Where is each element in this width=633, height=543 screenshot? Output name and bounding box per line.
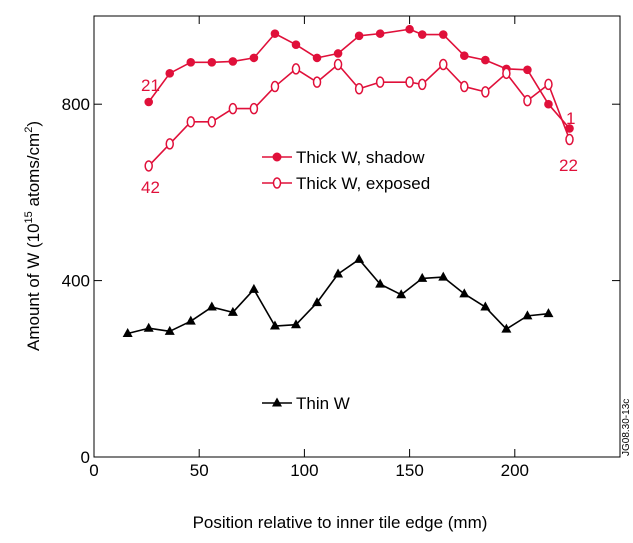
point-1-9 [333,58,343,71]
point-2-1 [143,322,154,332]
point-2-17 [480,301,491,311]
point-0-1 [165,69,175,78]
point-1-20 [565,133,574,146]
point-2-7 [269,320,280,330]
y-axis-title-part1: Amount of W (10 [24,223,43,351]
point-1-13 [417,78,427,91]
point-2-4 [206,301,217,311]
point-2-19 [522,310,533,320]
point-0-18 [523,65,532,75]
annotation-22: 22 [559,156,578,175]
point-1-6 [270,80,280,93]
point-1-4 [228,102,238,115]
point-1-8 [312,76,322,88]
x-tick-label-4: 200 [501,461,529,480]
point-0-13 [417,30,427,39]
point-1-17 [502,67,511,80]
series-1 [144,58,574,172]
y-axis-title-part2: atoms/cm [24,133,43,211]
legend-marker-thin [272,397,282,407]
point-0-16 [481,55,490,65]
point-2-14 [417,272,428,282]
point-1-14 [439,58,448,71]
annotation-21: 21 [141,76,160,95]
point-1-3 [207,116,217,128]
point-1-16 [481,86,490,98]
point-2-20 [543,308,554,318]
point-2-11 [354,253,365,263]
point-2-0 [122,328,133,338]
y-axis-title-part3: ) [24,121,43,127]
point-2-3 [185,315,196,325]
legend-thick-exposed: Thick W, exposed [262,174,430,193]
point-2-9 [312,297,323,307]
series-layer [122,24,574,338]
point-0-8 [312,53,322,63]
legend-label-thick-shadow: Thick W, shadow [296,148,425,167]
plot-frame [93,15,621,458]
point-2-13 [396,289,407,299]
point-0-0 [144,97,154,107]
axis-ticks: 0 50 100 150 200 0 400 800 [62,16,620,480]
annotation-1: 1 [566,109,575,128]
point-0-4 [228,57,238,66]
legend-marker-thick-exposed [272,177,282,189]
y-axis-title: Amount of W (1015 atoms/cm2) [23,121,43,351]
point-0-5 [249,53,259,63]
point-0-7 [291,40,301,49]
figure-id: JG08.30-13c [621,399,632,456]
legend-marker-thick-shadow [272,152,282,162]
y-tick-label-2: 800 [62,95,90,114]
point-0-14 [438,30,448,39]
x-tick-label-1: 50 [190,461,209,480]
legend-thick-shadow: Thick W, shadow [262,148,425,167]
point-0-19 [544,99,553,109]
point-1-0 [144,160,153,172]
point-1-18 [523,94,532,107]
point-2-8 [290,319,301,329]
point-2-6 [248,283,259,293]
point-2-2 [164,325,175,335]
point-0-11 [375,29,385,38]
point-0-15 [460,51,469,60]
point-2-18 [501,323,512,333]
point-2-16 [459,288,470,298]
point-0-10 [354,31,364,41]
point-0-2 [186,58,196,67]
series-0 [144,24,574,133]
point-1-12 [405,76,414,88]
y-axis-title-sup1: 15 [23,211,35,223]
point-1-7 [291,63,301,75]
point-0-6 [270,29,280,38]
y-axis-title-sup2: 2 [23,127,35,133]
point-0-9 [333,49,343,58]
y-tick-label-0: 0 [81,448,90,467]
point-1-2 [186,116,196,128]
point-2-12 [375,278,386,288]
point-0-12 [405,24,414,34]
point-2-10 [333,268,344,278]
point-2-15 [438,271,449,281]
point-0-3 [207,58,217,67]
point-1-15 [460,80,469,93]
point-2-5 [227,306,238,316]
legend-label-thick-exposed: Thick W, exposed [296,174,430,193]
x-tick-label-2: 100 [290,461,318,480]
series-2 [122,253,554,338]
legend-label-thin: Thin W [296,394,350,413]
x-tick-label-0: 0 [89,461,98,480]
annotation-42: 42 [141,178,160,197]
point-1-5 [249,102,259,115]
point-1-1 [165,138,174,150]
point-1-10 [354,83,364,95]
x-axis-title: Position relative to inner tile edge (mm… [193,513,488,532]
legend-thin: Thin W [262,394,350,413]
x-tick-label-3: 150 [395,461,423,480]
point-1-11 [375,76,385,88]
y-tick-label-1: 400 [62,272,90,291]
point-1-19 [544,78,553,91]
